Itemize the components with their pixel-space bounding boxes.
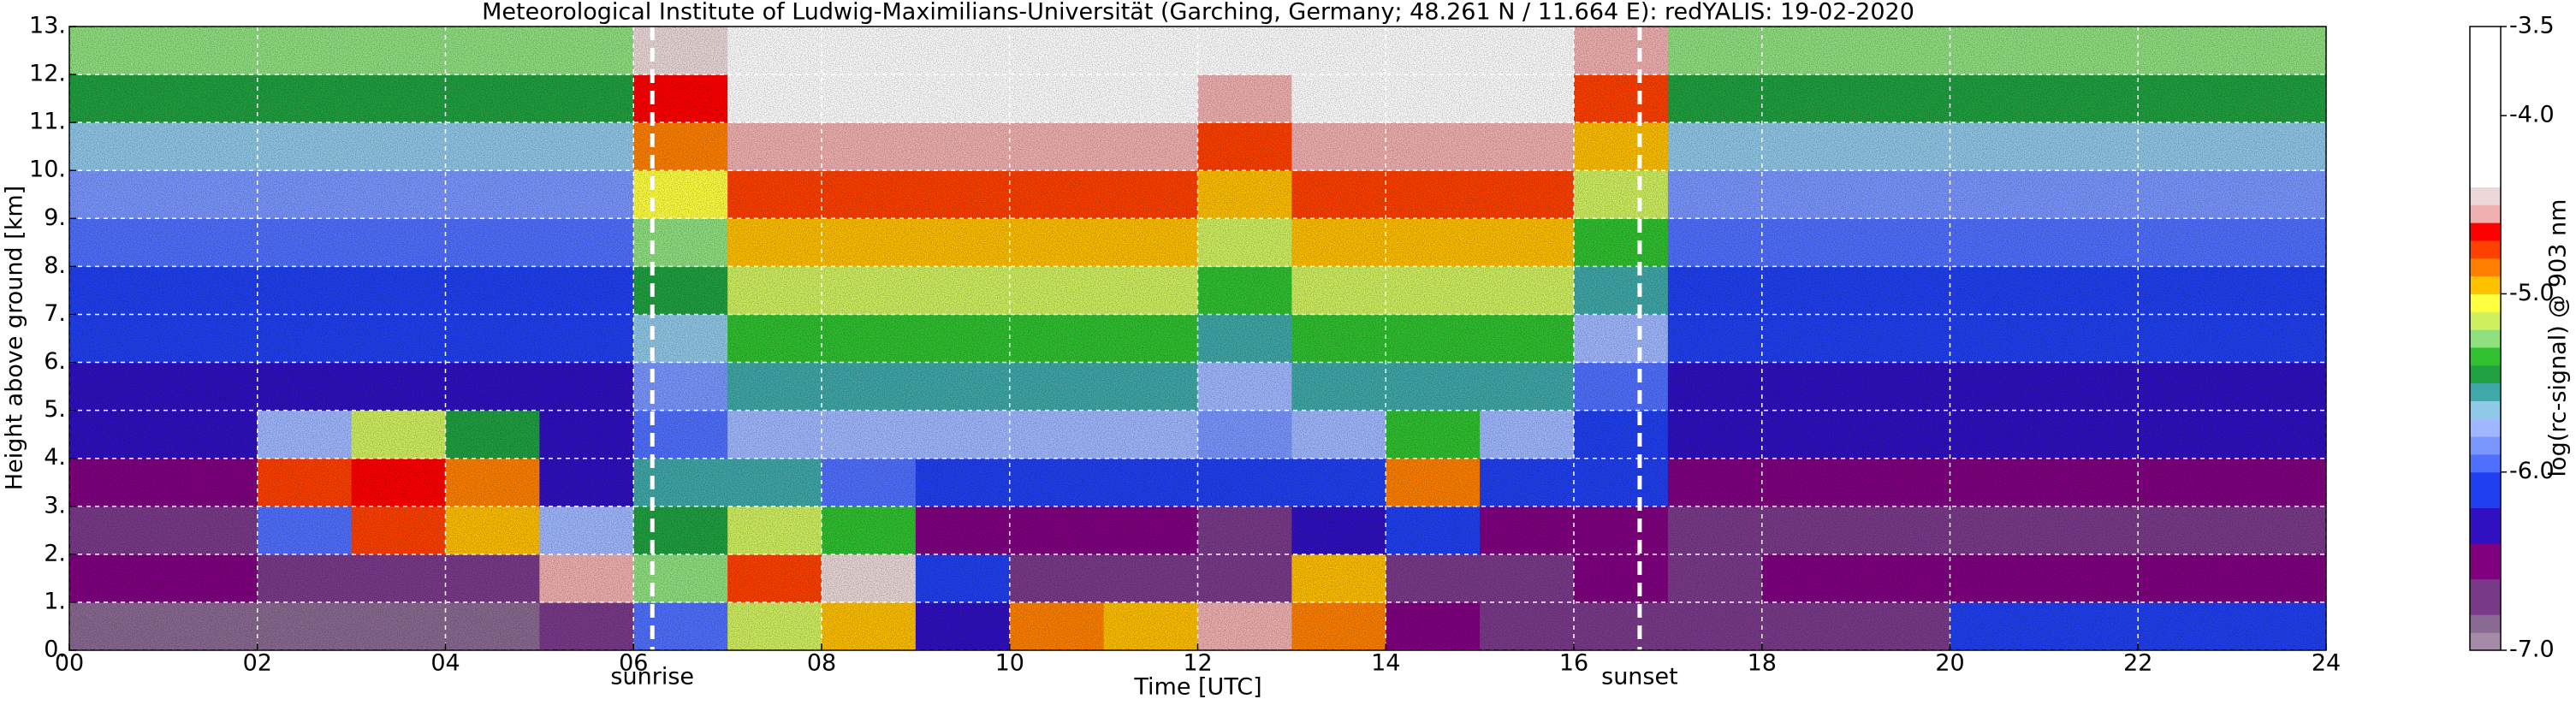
colorbar-segment (2470, 293, 2501, 312)
y-tick-label: 11. (29, 109, 66, 135)
chart-title: Meteorological Institute of Ludwig-Maxim… (482, 0, 1914, 26)
colorbar-segment (2470, 400, 2501, 419)
y-tick-label: 0. (44, 637, 66, 663)
colorbar-segment (2470, 222, 2501, 241)
colorbar-segment (2470, 543, 2501, 580)
colorbar-tick-label: -6.0 (2509, 458, 2555, 484)
x-tick-label: 14 (1371, 650, 1400, 677)
colorbar-tick-label: -5.0 (2509, 280, 2555, 306)
y-tick-label: 12. (29, 61, 66, 87)
colorbar-segment (2470, 578, 2501, 615)
colorbar-segment (2470, 187, 2501, 205)
x-tick-label: 10 (995, 650, 1024, 677)
colorbar-segment (2470, 347, 2501, 366)
colorbar-segment (2470, 364, 2501, 384)
x-tick-label: 06 (619, 650, 648, 677)
y-tick-label: 2. (44, 540, 66, 566)
colorbar-tick-label: -7.0 (2509, 637, 2555, 663)
y-tick-label: 13. (29, 13, 66, 39)
colorbar-segment (2470, 453, 2501, 473)
x-axis-label: Time [UTC] (1133, 674, 1261, 701)
colorbar-segment (2470, 436, 2501, 455)
y-tick-label: 3. (44, 492, 66, 518)
x-tick-label: 00 (55, 650, 84, 677)
x-tick-label: 02 (243, 650, 272, 677)
y-tick-label: 10. (29, 157, 66, 183)
colorbar-segment (2470, 471, 2501, 508)
x-tick-label: 08 (807, 650, 836, 677)
colorbar-tick-label: -3.5 (2509, 13, 2555, 39)
x-tick-label: 16 (1559, 650, 1588, 677)
colorbar-frame (2469, 26, 2502, 651)
x-tick-label: 12 (1183, 650, 1212, 677)
colorbar-segment (2470, 632, 2501, 651)
colorbar-segment (2470, 614, 2501, 633)
colorbar-segment (2470, 507, 2501, 544)
x-tick-label: 18 (1748, 650, 1777, 677)
x-tick-label: 20 (1935, 650, 1964, 677)
y-tick-label: 9. (44, 204, 66, 231)
colorbar-segment (2470, 240, 2501, 259)
y-tick-label: 5. (44, 396, 66, 423)
y-tick-label: 1. (44, 588, 66, 614)
x-tick-label: 04 (430, 650, 460, 677)
plot-frame (68, 26, 2327, 651)
x-tick-label: 22 (2123, 650, 2152, 677)
colorbar-tick-label: -4.0 (2509, 102, 2555, 128)
y-tick-label: 4. (44, 444, 66, 471)
colorbar-segment (2470, 311, 2501, 330)
y-axis-label: Height above ground [km] (2, 186, 28, 490)
y-tick-label: 7. (44, 300, 66, 327)
axes: 00 02 04 06 08 10 12 14 16 18 20 22 24 0. 1. 2. 3. 4. 5. 6.… (29, 13, 2555, 690)
annotation-label: sunset (1601, 664, 1678, 690)
colorbar-segment (2470, 258, 2501, 277)
colorbar-segment (2470, 329, 2501, 348)
colorbar-segment (2470, 382, 2501, 401)
colorbar-label: log(rc-signal) @ 903 nm (2545, 199, 2572, 477)
y-tick-label: 6. (44, 348, 66, 375)
colorbar-segment (2470, 204, 2501, 223)
colorbar-segment (2470, 27, 2501, 187)
y-tick-label: 8. (44, 252, 66, 279)
annotation-label: sunrise (610, 664, 694, 690)
colorbar-segment (2470, 418, 2501, 437)
colorbar-segment (2470, 275, 2501, 294)
x-tick-label: 24 (2312, 650, 2341, 677)
